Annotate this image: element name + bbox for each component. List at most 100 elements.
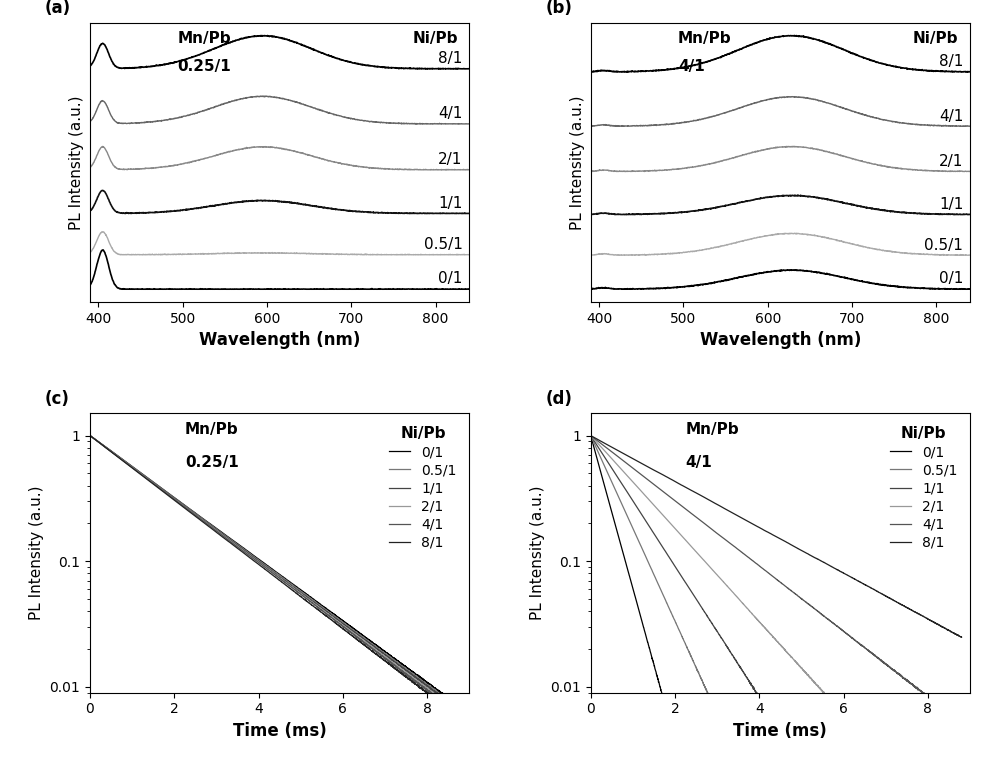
- Text: 1/1: 1/1: [438, 196, 463, 211]
- 0/1: [242, 547, 254, 556]
- 8/1: [743, 517, 755, 527]
- 4/1: [408, 675, 420, 684]
- 4/1: [148, 479, 160, 489]
- 2/1: [743, 606, 755, 615]
- Text: 0.5/1: 0.5/1: [924, 237, 963, 253]
- 4/1: [948, 694, 960, 703]
- 1/1: [948, 694, 960, 703]
- Y-axis label: PL Intensity (a.u.): PL Intensity (a.u.): [29, 486, 44, 620]
- 8/1: [955, 633, 967, 642]
- Line: 0/1: 0/1: [591, 435, 962, 699]
- 0/1: [148, 478, 160, 487]
- Line: 0/1: 0/1: [90, 435, 461, 699]
- Line: 2/1: 2/1: [90, 435, 461, 699]
- Text: 0.25/1: 0.25/1: [177, 59, 231, 74]
- Text: 0.25/1: 0.25/1: [185, 455, 239, 470]
- 1/1: [585, 431, 597, 440]
- Y-axis label: PL Intensity (a.u.): PL Intensity (a.u.): [69, 95, 84, 230]
- 2/1: [823, 694, 835, 703]
- 0.5/1: [956, 694, 968, 703]
- 2/1: [126, 463, 138, 472]
- 2/1: [627, 477, 639, 486]
- Text: Mn/Pb: Mn/Pb: [686, 422, 739, 437]
- 1/1: [126, 463, 138, 472]
- 1/1: [627, 496, 639, 505]
- Text: 4/1: 4/1: [678, 59, 705, 74]
- Text: (d): (d): [545, 390, 572, 408]
- 2/1: [908, 694, 920, 703]
- Line: 8/1: 8/1: [90, 435, 461, 699]
- 2/1: [948, 694, 960, 703]
- 1/1: [408, 671, 420, 680]
- Line: 1/1: 1/1: [90, 435, 461, 699]
- Line: 0.5/1: 0.5/1: [90, 435, 461, 699]
- Text: (a): (a): [44, 0, 71, 18]
- 4/1: [84, 431, 96, 440]
- Line: 2/1: 2/1: [591, 435, 962, 699]
- 0.5/1: [705, 694, 717, 703]
- 2/1: [435, 694, 447, 703]
- 4/1: [924, 694, 936, 703]
- 0/1: [455, 694, 467, 703]
- 4/1: [448, 694, 460, 703]
- Line: 8/1: 8/1: [591, 435, 962, 638]
- 1/1: [754, 694, 766, 703]
- 0.5/1: [242, 548, 254, 557]
- 0.5/1: [455, 694, 467, 703]
- 1/1: [437, 694, 449, 703]
- Text: 4/1: 4/1: [939, 109, 963, 123]
- Text: 0.5/1: 0.5/1: [424, 237, 463, 252]
- 1/1: [148, 479, 160, 488]
- Text: 4/1: 4/1: [438, 106, 463, 121]
- Text: Mn/Pb: Mn/Pb: [177, 31, 231, 46]
- Text: Mn/Pb: Mn/Pb: [185, 422, 238, 437]
- 2/1: [956, 694, 968, 703]
- Text: 2/1: 2/1: [438, 152, 463, 167]
- Text: (b): (b): [545, 0, 572, 18]
- 8/1: [908, 607, 920, 616]
- 1/1: [455, 694, 467, 703]
- 4/1: [649, 481, 661, 490]
- 4/1: [126, 463, 138, 473]
- Text: 2/1: 2/1: [939, 154, 963, 169]
- Text: 4/1: 4/1: [686, 455, 712, 470]
- 0.5/1: [727, 694, 739, 703]
- 0.5/1: [627, 524, 639, 533]
- 0/1: [908, 694, 920, 703]
- 2/1: [585, 431, 597, 440]
- 2/1: [408, 673, 420, 683]
- 8/1: [948, 629, 960, 638]
- 0.5/1: [908, 694, 920, 703]
- 0/1: [585, 431, 597, 440]
- 8/1: [585, 431, 597, 440]
- 4/1: [908, 682, 920, 691]
- 4/1: [956, 694, 968, 703]
- Text: (c): (c): [44, 390, 69, 408]
- 0/1: [956, 694, 968, 703]
- Text: 1/1: 1/1: [939, 197, 963, 212]
- 0.5/1: [148, 479, 160, 488]
- 4/1: [242, 550, 254, 559]
- 4/1: [627, 463, 639, 473]
- 4/1: [226, 539, 238, 548]
- 1/1: [743, 676, 755, 685]
- 0/1: [226, 535, 238, 544]
- X-axis label: Wavelength (nm): Wavelength (nm): [700, 331, 861, 349]
- 0.5/1: [448, 694, 460, 703]
- 0/1: [448, 694, 460, 703]
- 0.5/1: [948, 694, 960, 703]
- 8/1: [84, 431, 96, 440]
- 8/1: [448, 694, 460, 703]
- 4/1: [585, 431, 597, 440]
- 2/1: [649, 501, 661, 511]
- 8/1: [226, 540, 238, 549]
- 4/1: [727, 541, 739, 550]
- 8/1: [627, 454, 639, 463]
- 8/1: [242, 552, 254, 561]
- X-axis label: Time (ms): Time (ms): [733, 721, 827, 740]
- 0.5/1: [585, 431, 597, 440]
- 0.5/1: [226, 536, 238, 545]
- 2/1: [84, 431, 96, 440]
- 8/1: [429, 694, 441, 703]
- 8/1: [727, 508, 739, 517]
